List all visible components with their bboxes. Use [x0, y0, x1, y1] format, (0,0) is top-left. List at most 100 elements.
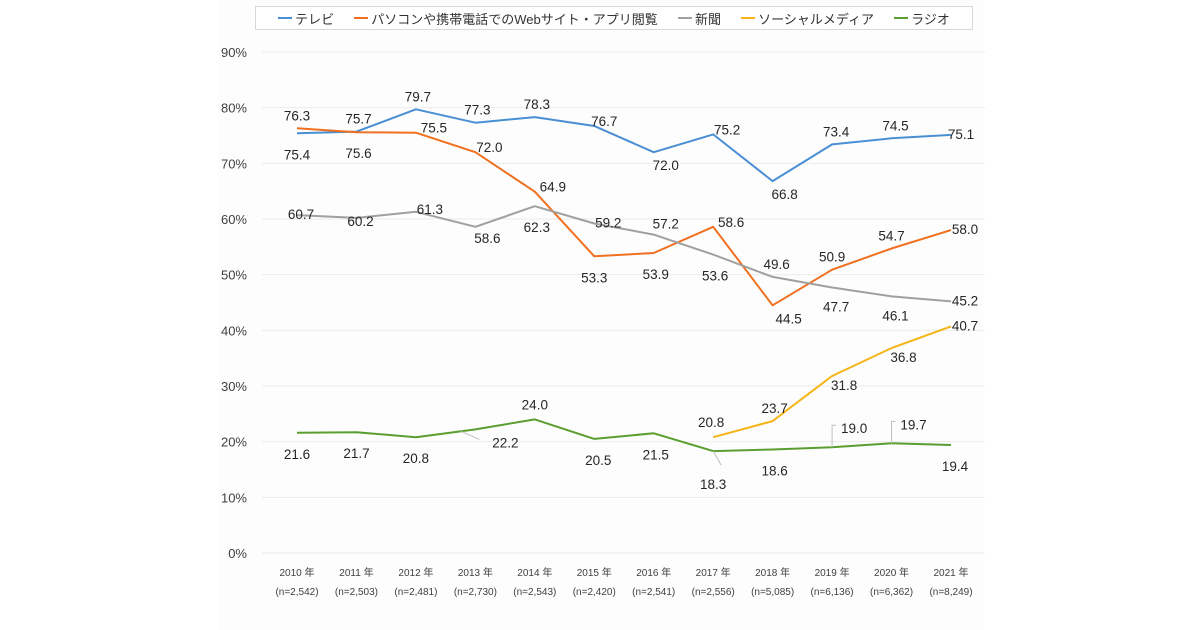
x-tick-label: 2016 年	[636, 566, 671, 579]
y-tick-label: 0%	[228, 546, 247, 561]
y-tick-label: 90%	[221, 45, 247, 60]
legend-line-icon	[894, 17, 909, 19]
data-label: 40.7	[952, 318, 978, 333]
data-label: 76.7	[591, 114, 617, 129]
data-label: 20.8	[698, 415, 724, 430]
legend-line-icon	[354, 17, 369, 19]
legend-line-icon	[677, 17, 692, 19]
y-tick-label: 60%	[221, 212, 247, 227]
x-tick-sample-size: (n=5,085)	[751, 587, 794, 598]
data-label: 21.7	[343, 446, 369, 461]
legend-line-icon	[741, 17, 756, 19]
data-label: 77.3	[464, 103, 490, 118]
data-label: 75.7	[345, 112, 371, 127]
data-label: 62.3	[524, 220, 550, 235]
y-tick-label: 30%	[221, 379, 247, 394]
series-line	[712, 325, 952, 439]
data-label: 19.7	[900, 417, 926, 432]
data-label: 36.8	[890, 350, 916, 365]
y-tick-label: 20%	[221, 435, 247, 450]
data-label: 19.0	[841, 421, 867, 436]
label-leader-line	[712, 450, 722, 466]
chart-legend: テレビ パソコンや携帯電話でのWebサイト・アプリ閲覧 新聞 ソーシャルメディア ラジオ	[255, 6, 973, 30]
x-tick-label: 2013 年	[458, 566, 493, 579]
x-tick-sample-size: (n=2,730)	[454, 587, 497, 598]
data-label: 75.6	[345, 146, 371, 161]
data-label: 58.6	[474, 231, 500, 246]
data-label: 44.5	[775, 311, 801, 326]
x-tick-sample-size: (n=2,481)	[394, 587, 437, 598]
legend-item: ソーシャルメディア	[741, 9, 874, 28]
legend-label: ソーシャルメディア	[758, 11, 874, 27]
data-label: 58.6	[718, 215, 744, 230]
data-label: 75.5	[421, 121, 447, 136]
data-label: 53.9	[643, 267, 669, 282]
data-label: 79.7	[405, 89, 431, 104]
x-tick-label: 2012 年	[398, 566, 433, 579]
series-line	[296, 108, 952, 183]
x-tick-label: 2017 年	[696, 566, 731, 579]
data-label: 75.1	[948, 127, 974, 142]
x-tick-label: 2010 年	[279, 566, 314, 579]
legend-label: 新聞	[694, 11, 721, 27]
x-tick-label: 2014 年	[517, 566, 552, 579]
data-label: 75.4	[284, 147, 311, 162]
y-tick-label: 10%	[221, 490, 247, 505]
data-label: 76.3	[284, 108, 310, 123]
data-label: 21.6	[284, 447, 310, 462]
x-tick-sample-size: (n=2,542)	[275, 587, 318, 598]
x-tick-label: 2019 年	[815, 566, 850, 579]
data-label: 18.3	[700, 477, 726, 492]
data-label: 20.5	[585, 453, 611, 468]
data-label: 73.4	[823, 124, 850, 139]
x-tick-sample-size: (n=6,136)	[811, 587, 854, 598]
legend-label: ラジオ	[911, 11, 950, 27]
x-tick-sample-size: (n=8,249)	[929, 587, 972, 598]
x-tick-label: 2020 年	[874, 566, 909, 579]
data-label: 61.3	[417, 202, 443, 217]
x-tick-sample-size: (n=6,362)	[870, 587, 913, 598]
data-label: 78.3	[524, 97, 550, 112]
y-tick-label: 50%	[221, 268, 247, 283]
data-label: 75.2	[714, 122, 740, 137]
data-label: 31.8	[831, 378, 857, 393]
data-label: 22.2	[492, 435, 518, 450]
legend-label: テレビ	[295, 11, 335, 27]
chart-panel	[218, 0, 983, 630]
x-tick-sample-size: (n=2,420)	[573, 587, 616, 598]
x-tick-sample-size: (n=2,503)	[335, 587, 378, 598]
y-tick-label: 40%	[221, 323, 247, 338]
data-label: 47.7	[823, 299, 849, 314]
data-label: 19.4	[942, 459, 969, 474]
data-label: 57.2	[653, 217, 679, 232]
y-tick-label: 70%	[221, 156, 247, 171]
data-label: 58.0	[952, 222, 978, 237]
data-label: 53.3	[581, 270, 607, 285]
x-tick-label: 2015 年	[577, 566, 612, 579]
legend-item: 新聞	[677, 9, 721, 28]
data-label: 24.0	[522, 397, 548, 412]
data-label: 18.6	[761, 463, 787, 478]
y-tick-label: 80%	[221, 101, 247, 116]
data-label: 50.9	[819, 250, 845, 265]
x-tick-label: 2021 年	[933, 566, 968, 579]
data-label: 54.7	[878, 229, 904, 244]
series-line	[296, 418, 952, 453]
legend-label: パソコンや携帯電話でのWebサイト・アプリ閲覧	[371, 11, 658, 27]
label-leader-line	[831, 424, 837, 448]
x-tick-sample-size: (n=2,541)	[632, 587, 675, 598]
legend-item: ラジオ	[894, 9, 950, 28]
data-label: 23.7	[761, 401, 787, 416]
data-label: 60.2	[347, 214, 373, 229]
x-tick-sample-size: (n=2,556)	[692, 587, 735, 598]
x-tick-label: 2011 年	[339, 566, 373, 579]
data-label: 21.5	[643, 447, 669, 462]
x-tick-label: 2018 年	[755, 566, 790, 579]
data-label: 45.2	[952, 293, 978, 308]
label-leader-line	[891, 420, 896, 444]
data-label: 49.6	[763, 257, 789, 272]
data-label: 46.1	[882, 308, 908, 323]
data-label: 53.6	[702, 269, 728, 284]
data-label: 72.0	[476, 140, 502, 155]
legend-line-icon	[278, 17, 293, 19]
